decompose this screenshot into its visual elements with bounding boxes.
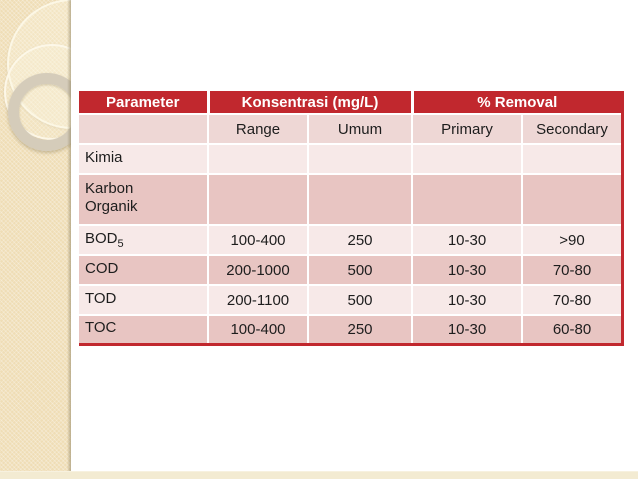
col-header-removal: % Removal bbox=[410, 91, 622, 114]
value-cell bbox=[520, 173, 622, 226]
table-subheader-row: Range Umum Primary Secondary bbox=[79, 113, 622, 145]
value-cell: 10-30 bbox=[411, 314, 523, 343]
col-header-konsentrasi: Konsentrasi (mg/L) bbox=[206, 91, 412, 114]
table-row-tod: TOD 200-1100 500 10-30 70-80 bbox=[79, 284, 622, 316]
subheader-range: Range bbox=[207, 113, 309, 145]
param-cell: Karbon Organik bbox=[79, 173, 209, 226]
sidebar-edge-divider bbox=[67, 0, 71, 479]
value-cell: 500 bbox=[307, 284, 413, 316]
value-cell bbox=[207, 173, 309, 226]
value-cell bbox=[411, 173, 523, 226]
value-cell: 250 bbox=[307, 224, 413, 256]
value-cell: 500 bbox=[307, 254, 413, 286]
param-label: Kimia bbox=[85, 148, 123, 166]
param-label: TOD bbox=[85, 289, 117, 307]
value-cell bbox=[307, 173, 413, 226]
value-cell bbox=[411, 143, 523, 175]
subheader-primary: Primary bbox=[411, 113, 523, 145]
value-cell bbox=[307, 143, 413, 175]
param-subscript: 5 bbox=[117, 237, 124, 250]
table-row-karbon-organik: Karbon Organik bbox=[79, 173, 622, 226]
col-header-parameter: Parameter bbox=[79, 91, 208, 114]
param-label: BOD bbox=[85, 229, 118, 247]
table-header-row: Parameter Konsentrasi (mg/L) % Removal bbox=[79, 91, 622, 114]
subheader-empty bbox=[79, 113, 209, 145]
value-cell: 100-400 bbox=[207, 224, 309, 256]
value-cell: 200-1000 bbox=[207, 254, 309, 286]
parameter-table: Parameter Konsentrasi (mg/L) % Removal R… bbox=[79, 91, 622, 343]
value-cell: 60-80 bbox=[520, 314, 622, 343]
value-cell: 10-30 bbox=[411, 254, 523, 286]
param-cell: COD bbox=[79, 254, 209, 286]
param-label: COD bbox=[85, 259, 119, 277]
bottom-accent-strip bbox=[0, 471, 638, 479]
subheader-umum: Umum bbox=[307, 113, 413, 145]
value-cell: 70-80 bbox=[520, 254, 622, 286]
value-cell: 200-1100 bbox=[207, 284, 309, 316]
param-label: Karbon Organik bbox=[85, 180, 138, 215]
value-cell bbox=[520, 143, 622, 175]
value-cell: 250 bbox=[307, 314, 413, 343]
table-row-toc: TOC 100-400 250 10-30 60-80 bbox=[79, 314, 622, 343]
value-cell: 70-80 bbox=[520, 284, 622, 316]
table-row-bod5: BOD5 100-400 250 10-30 >90 bbox=[79, 224, 622, 256]
param-cell: TOC bbox=[79, 314, 209, 343]
sidebar-decoration bbox=[0, 0, 71, 479]
param-cell: TOD bbox=[79, 284, 209, 316]
value-cell: 10-30 bbox=[411, 284, 523, 316]
param-cell: Kimia bbox=[79, 143, 209, 175]
value-cell: 10-30 bbox=[411, 224, 523, 256]
decorative-ring-icon bbox=[8, 73, 71, 151]
value-cell: 100-400 bbox=[207, 314, 309, 343]
param-label: TOC bbox=[85, 319, 117, 337]
table-row-kimia: Kimia bbox=[79, 143, 622, 175]
table-row-cod: COD 200-1000 500 10-30 70-80 bbox=[79, 254, 622, 286]
param-cell: BOD5 bbox=[79, 224, 209, 256]
value-cell: >90 bbox=[520, 224, 622, 256]
value-cell bbox=[207, 143, 309, 175]
subheader-secondary: Secondary bbox=[520, 113, 622, 145]
parameter-table-wrapper: Parameter Konsentrasi (mg/L) % Removal R… bbox=[79, 91, 625, 346]
